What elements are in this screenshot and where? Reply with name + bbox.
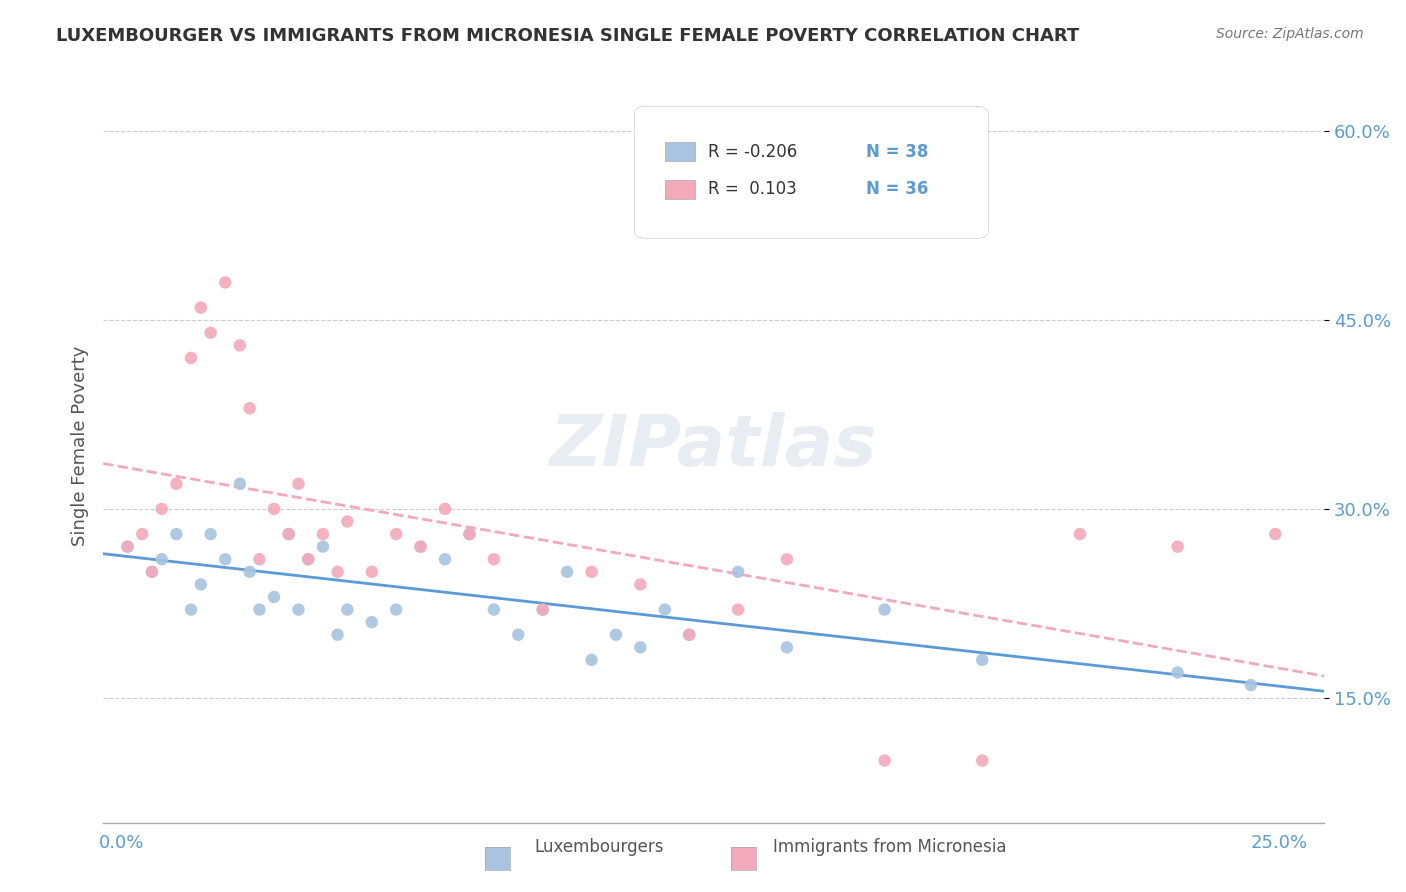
Point [727, 602, 749, 616]
Point [531, 602, 554, 616]
Point [141, 565, 163, 579]
Text: 0.0%: 0.0% [98, 834, 143, 852]
Point [776, 552, 799, 566]
Point [200, 326, 222, 340]
Point [239, 401, 262, 416]
Point [117, 540, 139, 554]
Text: Luxembourgers: Luxembourgers [534, 838, 664, 856]
Text: ZIPatlas: ZIPatlas [550, 411, 877, 481]
Point [297, 552, 319, 566]
Point [360, 565, 382, 579]
Point [150, 502, 173, 516]
Text: R = -0.206: R = -0.206 [707, 143, 797, 161]
Point [873, 754, 896, 768]
Point [150, 552, 173, 566]
Point [482, 602, 505, 616]
Point [229, 338, 252, 352]
Point [482, 552, 505, 566]
Point [287, 602, 309, 616]
Point [678, 628, 700, 642]
Point [678, 628, 700, 642]
Point [131, 527, 153, 541]
Point [326, 565, 349, 579]
Point [214, 276, 236, 290]
Point [190, 577, 212, 591]
Point [165, 527, 187, 541]
Point [312, 527, 335, 541]
Point [239, 565, 262, 579]
Point [336, 602, 359, 616]
Point [141, 565, 163, 579]
Point [581, 653, 603, 667]
Point [776, 640, 799, 655]
Point [200, 527, 222, 541]
Point [531, 602, 554, 616]
FancyBboxPatch shape [665, 180, 696, 199]
Text: N = 38: N = 38 [866, 143, 928, 161]
Point [263, 590, 285, 604]
Point [654, 602, 676, 616]
Point [555, 565, 578, 579]
Point [1240, 678, 1263, 692]
Point [277, 527, 299, 541]
Point [312, 540, 335, 554]
Point [727, 565, 749, 579]
Text: LUXEMBOURGER VS IMMIGRANTS FROM MICRONESIA SINGLE FEMALE POVERTY CORRELATION CHA: LUXEMBOURGER VS IMMIGRANTS FROM MICRONES… [56, 27, 1080, 45]
Point [972, 754, 994, 768]
Point [581, 565, 603, 579]
Point [628, 640, 651, 655]
Point [1264, 527, 1286, 541]
Text: N = 36: N = 36 [866, 180, 928, 198]
Point [508, 628, 530, 642]
Point [409, 540, 432, 554]
Text: R =  0.103: R = 0.103 [707, 180, 796, 198]
Point [336, 515, 359, 529]
Point [277, 527, 299, 541]
Point [628, 577, 651, 591]
Text: 25.0%: 25.0% [1250, 834, 1308, 852]
Point [229, 476, 252, 491]
Point [385, 602, 408, 616]
Point [385, 527, 408, 541]
Text: Immigrants from Micronesia: Immigrants from Micronesia [773, 838, 1007, 856]
Point [214, 552, 236, 566]
Text: Source: ZipAtlas.com: Source: ZipAtlas.com [1216, 27, 1364, 41]
Point [458, 527, 481, 541]
Point [1167, 540, 1189, 554]
Point [190, 301, 212, 315]
Point [360, 615, 382, 629]
Y-axis label: Single Female Poverty: Single Female Poverty [72, 346, 89, 546]
Point [1167, 665, 1189, 680]
Point [1069, 527, 1091, 541]
FancyBboxPatch shape [634, 106, 988, 238]
Point [249, 602, 271, 616]
Point [458, 527, 481, 541]
Point [972, 653, 994, 667]
Point [180, 602, 202, 616]
Point [297, 552, 319, 566]
Point [434, 502, 457, 516]
Point [434, 552, 457, 566]
Point [263, 502, 285, 516]
Point [605, 628, 627, 642]
Point [249, 552, 271, 566]
Point [180, 351, 202, 365]
Point [873, 602, 896, 616]
Point [409, 540, 432, 554]
Point [165, 476, 187, 491]
Point [287, 476, 309, 491]
Point [117, 540, 139, 554]
FancyBboxPatch shape [665, 142, 696, 161]
Point [326, 628, 349, 642]
